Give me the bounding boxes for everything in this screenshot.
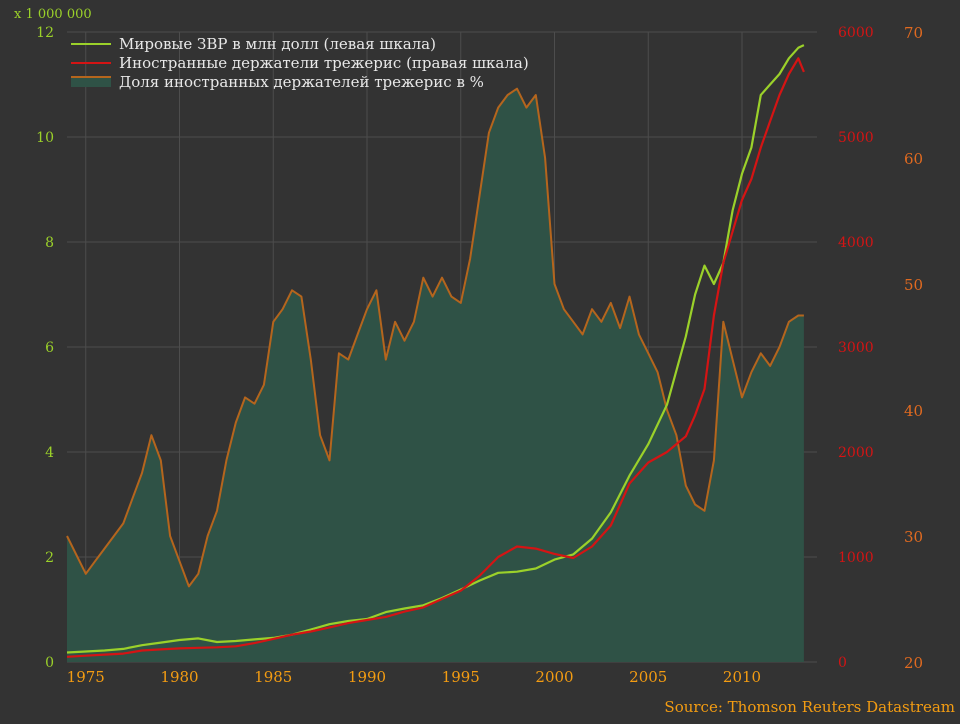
right-axis-1-tick-label: 6000 [838,25,874,41]
legend-entry-label: Иностранные держатели трежерис (правая ш… [119,54,529,72]
right-axis-1-tick-label: 0 [838,655,847,671]
left-axis-tick-label: 8 [45,235,54,251]
legend-entry-label: Доля иностранных держателей трежерис в % [119,73,484,91]
right-axis-2-tick-label: 30 [904,528,923,546]
left-axis-multiplier-label: x 1 000 000 [14,7,92,22]
left-axis-tick-label: 10 [36,130,54,146]
x-axis-tick-label: 2010 [723,668,761,686]
series-line-1 [66,57,805,658]
right-axis-1-tick-label: 1000 [838,550,874,566]
right-axis-2-tick-label: 70 [904,24,923,42]
left-axis-tick-label: 6 [45,340,54,356]
right-axis-1-tick-label: 5000 [838,130,874,146]
x-axis-tick-label: 1975 [67,668,105,686]
x-axis-tick-label: 1995 [442,668,480,686]
left-axis-tick-label: 12 [36,25,54,41]
left-axis-tick-label: 4 [45,445,54,461]
source-label: Source: Thomson Reuters Datastream [664,698,955,716]
left-axis-tick-label: 2 [45,550,54,566]
series-area-fill-2 [67,88,804,662]
legend-entry-label: Мировые ЗВР в млн долл (левая шкала) [119,35,436,53]
legend-swatch-area [71,77,111,87]
right-axis-1-tick-label: 4000 [838,235,874,251]
right-axis-1-tick-label: 2000 [838,445,874,461]
series-line-0 [66,44,805,654]
x-axis-tick-label: 2000 [535,668,573,686]
x-axis-tick-label: 1985 [254,668,292,686]
right-axis-1-tick-label: 3000 [838,340,874,356]
right-axis-2-tick-label: 50 [904,276,923,294]
area-series-layer [66,87,804,662]
legend: Мировые ЗВР в млн долл (левая шкала)Инос… [71,35,529,91]
left-axis-tick-label: 0 [45,655,54,671]
axes: 0 2 4 6 8 10 12 0 1000 2000 3000 4000 5000 6000 20 30 40… [36,24,923,686]
series-area-line-2 [66,87,804,588]
x-axis-tick-label: 2005 [629,668,667,686]
line-series-layer [66,44,805,658]
x-axis-tick-label: 1980 [160,668,198,686]
right-axis-2-tick-label: 40 [904,402,923,420]
right-axis-2-tick-label: 60 [904,150,923,168]
right-axis-2-tick-label: 20 [904,654,923,672]
x-axis-tick-label: 1990 [348,668,386,686]
